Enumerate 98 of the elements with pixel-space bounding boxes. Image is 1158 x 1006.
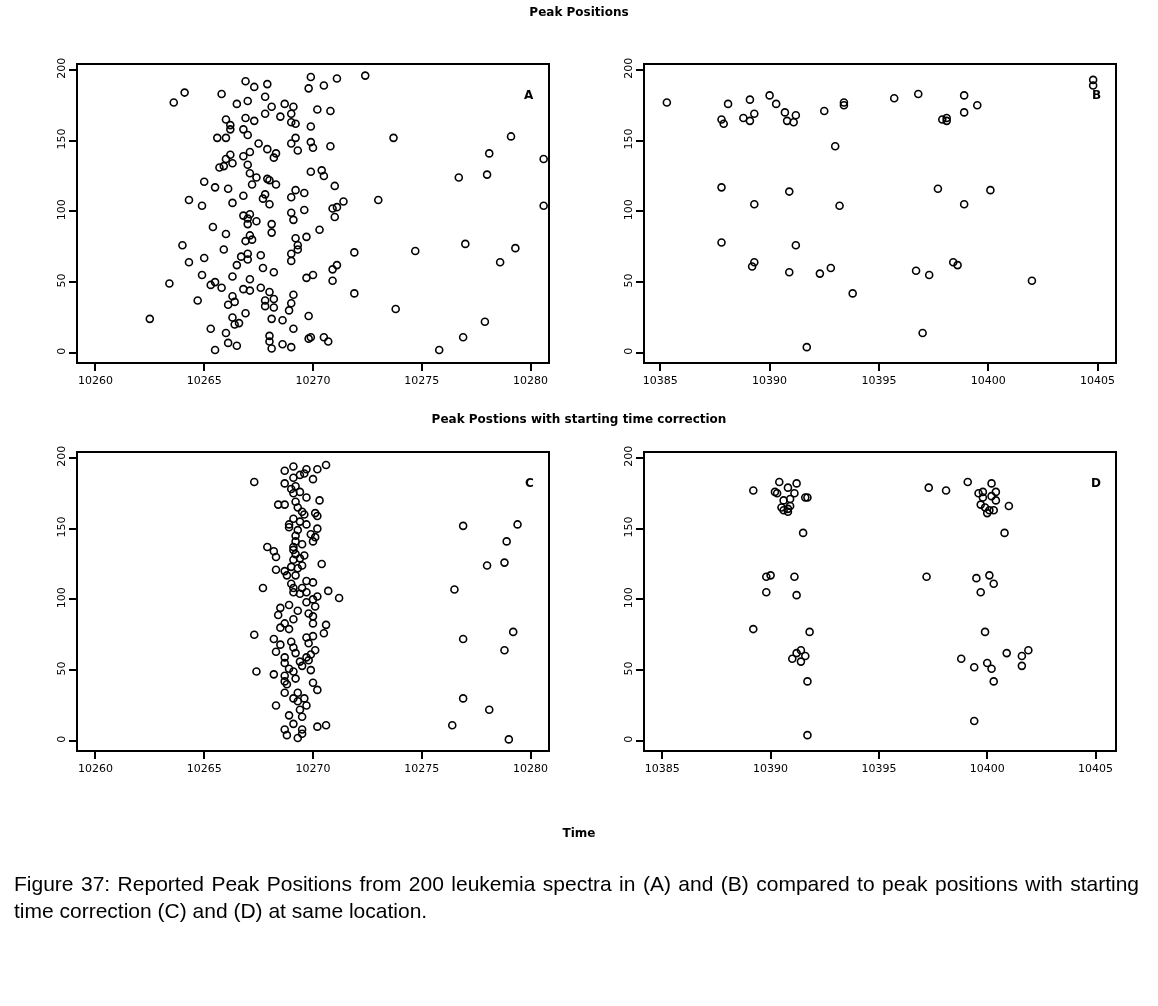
y-tick-label: 50 bbox=[54, 661, 68, 676]
x-tick-label: 10405 bbox=[1080, 374, 1116, 388]
point bbox=[745, 95, 755, 104]
point bbox=[815, 269, 825, 278]
x-tick-label: 10395 bbox=[861, 762, 897, 776]
annotation: D bbox=[1091, 476, 1101, 490]
y-tick-label: 100 bbox=[54, 199, 68, 221]
point bbox=[802, 342, 812, 352]
x-tick-label: 10400 bbox=[970, 374, 1006, 388]
point bbox=[948, 257, 958, 267]
x-tick-label: 10270 bbox=[295, 762, 331, 776]
caption: Figure 37: Reported Peak Positions from 200 leukemia spectra in (A) and (B) compared to peak positions with starting time correction (C) and (D) at same location. bbox=[14, 871, 1139, 924]
x-tick-label: 10390 bbox=[752, 374, 788, 388]
point bbox=[889, 93, 899, 103]
point bbox=[717, 115, 726, 124]
annotation: C bbox=[525, 476, 534, 490]
y-tick-label: 50 bbox=[621, 661, 635, 676]
text: Peak Positions bbox=[528, 5, 630, 19]
point bbox=[791, 110, 801, 120]
point bbox=[750, 109, 759, 119]
x-axis-title: Time bbox=[561, 826, 597, 840]
point bbox=[662, 98, 672, 107]
y-tick-label: 50 bbox=[54, 273, 68, 288]
point bbox=[771, 99, 781, 109]
point bbox=[747, 262, 757, 271]
x-tick-label: 10395 bbox=[861, 374, 897, 388]
point bbox=[719, 119, 728, 128]
point bbox=[933, 184, 943, 194]
point bbox=[791, 241, 801, 250]
point bbox=[765, 91, 774, 100]
point bbox=[739, 113, 748, 123]
point bbox=[913, 89, 923, 99]
x-tick-label: 10390 bbox=[753, 762, 789, 776]
point bbox=[938, 115, 947, 124]
point bbox=[830, 142, 840, 151]
x-tick-label: 10280 bbox=[513, 762, 549, 776]
x-tick-label: 10265 bbox=[186, 762, 222, 776]
x-tick-label: 10275 bbox=[404, 762, 440, 776]
x-tick-label: 10270 bbox=[295, 374, 331, 388]
y-tick-label: 0 bbox=[621, 347, 635, 355]
point bbox=[839, 101, 849, 110]
y-tick-label: 200 bbox=[621, 445, 635, 467]
x-tick-label: 10385 bbox=[644, 762, 680, 776]
y-tick-label: 100 bbox=[54, 587, 68, 609]
point bbox=[750, 257, 759, 267]
point bbox=[784, 267, 794, 277]
point bbox=[942, 113, 951, 123]
y-tick-label: 0 bbox=[54, 735, 68, 743]
point bbox=[986, 185, 995, 195]
point bbox=[782, 116, 792, 126]
y-tick-label: 50 bbox=[621, 273, 635, 288]
x-tick-label: 10385 bbox=[642, 374, 678, 388]
point bbox=[959, 200, 969, 209]
point bbox=[839, 98, 849, 107]
point bbox=[1088, 75, 1098, 85]
x-tick-label: 10265 bbox=[186, 374, 222, 388]
point bbox=[953, 260, 962, 270]
y-tick-label: 150 bbox=[54, 516, 68, 538]
x-tick-label: 10275 bbox=[404, 374, 440, 388]
annotation: B bbox=[1092, 88, 1102, 102]
point bbox=[848, 289, 857, 298]
x-tick-label: 10400 bbox=[969, 762, 1005, 776]
x-tick-label: 10405 bbox=[1078, 762, 1114, 776]
point bbox=[780, 108, 790, 117]
point bbox=[1027, 276, 1037, 285]
y-tick-label: 0 bbox=[54, 347, 68, 355]
y-tick-label: 200 bbox=[54, 445, 68, 467]
x-tick-label: 10280 bbox=[513, 374, 549, 388]
point bbox=[1088, 81, 1098, 90]
point bbox=[717, 183, 726, 192]
point bbox=[819, 106, 829, 116]
point bbox=[789, 117, 798, 127]
y-tick-label: 150 bbox=[621, 516, 635, 538]
point bbox=[918, 328, 927, 338]
point bbox=[784, 187, 794, 196]
point bbox=[826, 263, 836, 273]
point bbox=[835, 201, 844, 211]
y-tick-label: 200 bbox=[54, 57, 68, 79]
x-tick-label: 10260 bbox=[77, 374, 113, 388]
point bbox=[745, 116, 755, 126]
point bbox=[959, 108, 969, 117]
y-tick-label: 150 bbox=[54, 128, 68, 150]
point bbox=[959, 91, 969, 100]
y-tick-label: 100 bbox=[621, 199, 635, 221]
text: Peak Postions with starting time correction bbox=[430, 412, 728, 426]
point bbox=[972, 101, 982, 110]
y-tick-label: 150 bbox=[621, 128, 635, 150]
y-tick-label: 200 bbox=[621, 57, 635, 79]
x-tick-label: 10260 bbox=[77, 762, 113, 776]
annotation: A bbox=[524, 88, 534, 102]
point bbox=[924, 270, 934, 280]
point bbox=[911, 266, 921, 276]
point bbox=[942, 116, 951, 126]
y-tick-label: 0 bbox=[621, 735, 635, 743]
point bbox=[717, 238, 726, 247]
y-tick-label: 100 bbox=[621, 587, 635, 609]
point bbox=[750, 200, 759, 209]
point bbox=[723, 99, 733, 109]
